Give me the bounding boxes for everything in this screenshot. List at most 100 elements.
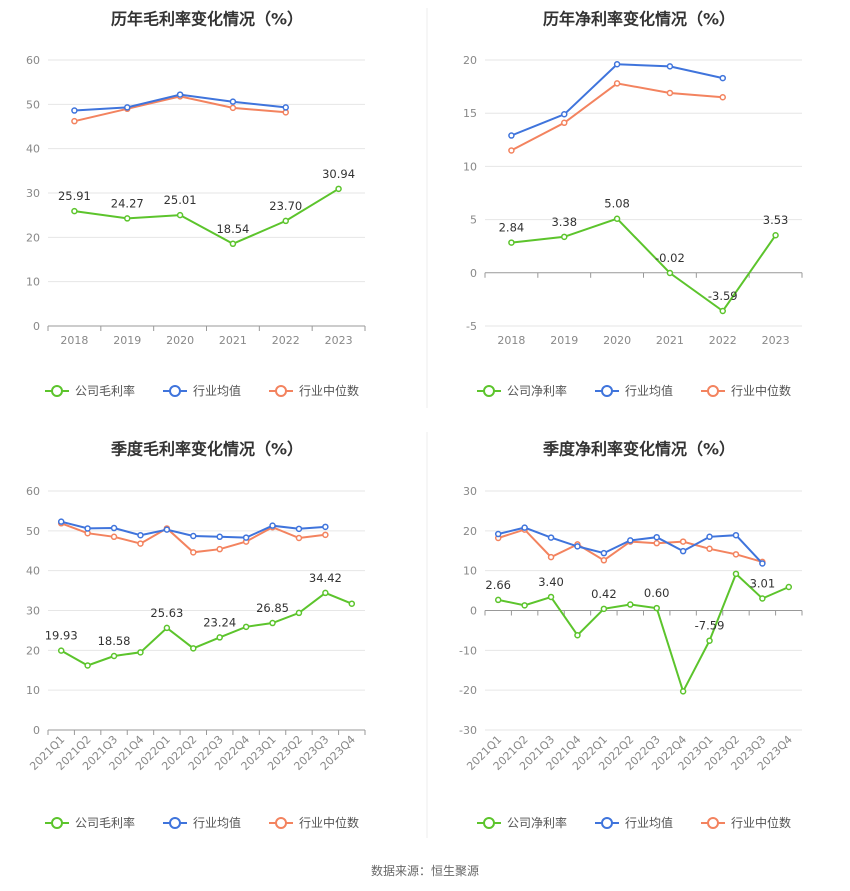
data-point-company bbox=[137, 649, 144, 656]
data-label: -7.59 bbox=[695, 619, 725, 633]
legend-item-median: 行业中位数 bbox=[269, 815, 359, 830]
data-point-company bbox=[335, 185, 342, 193]
legend-marker bbox=[601, 817, 613, 829]
data-point-avg bbox=[190, 532, 197, 540]
legend-marker bbox=[275, 817, 287, 829]
legend-item-avg: 行业均值 bbox=[595, 383, 673, 398]
x-tick-label: 2019 bbox=[550, 334, 578, 347]
data-point-avg bbox=[137, 531, 144, 539]
data-point-avg bbox=[613, 61, 621, 68]
x-tick-label: 2021 bbox=[219, 334, 247, 347]
y-tick-label: 60 bbox=[26, 485, 40, 498]
data-point-company bbox=[785, 583, 793, 591]
data-label: 18.54 bbox=[216, 222, 249, 236]
y-tick-label: 20 bbox=[463, 525, 477, 538]
legend-label: 行业均值 bbox=[625, 815, 673, 830]
data-point-avg bbox=[706, 533, 713, 541]
chart-4: 季度净利率变化情况（%）-30-20-1001020302021Q12021Q2… bbox=[459, 440, 803, 830]
data-point-company bbox=[163, 624, 171, 632]
data-point-avg bbox=[216, 533, 223, 541]
x-tick-label: 2018 bbox=[497, 334, 525, 347]
data-point-company bbox=[242, 623, 250, 631]
data-label: 0.60 bbox=[644, 586, 670, 600]
data-point-company bbox=[84, 662, 91, 669]
data-point-median bbox=[190, 549, 197, 556]
legend-label: 公司净利率 bbox=[507, 815, 567, 830]
series-line-avg bbox=[511, 63, 724, 137]
legend-label: 行业中位数 bbox=[731, 383, 791, 398]
data-label: 24.27 bbox=[111, 196, 144, 210]
data-point-company bbox=[521, 602, 528, 609]
legend-marker bbox=[483, 385, 495, 397]
data-label: 3.38 bbox=[551, 215, 577, 229]
data-point-median bbox=[613, 80, 621, 87]
legend-item-company: 公司毛利率 bbox=[45, 815, 135, 830]
legend-label: 公司净利率 bbox=[507, 383, 567, 398]
data-point-avg bbox=[666, 63, 674, 70]
data-point-median bbox=[561, 119, 568, 127]
data-point-median bbox=[600, 557, 608, 564]
data-point-company bbox=[176, 211, 184, 219]
y-tick-label: 10 bbox=[463, 160, 477, 173]
legend-marker bbox=[51, 385, 63, 397]
data-point-median bbox=[508, 147, 515, 154]
chart-title: 季度毛利率变化情况（%） bbox=[110, 440, 303, 459]
data-point-avg bbox=[269, 522, 276, 529]
legend-marker bbox=[51, 817, 63, 829]
legend-marker bbox=[601, 385, 613, 397]
data-point-median bbox=[322, 531, 329, 539]
series-line-company bbox=[60, 591, 353, 667]
data-point-median bbox=[110, 533, 118, 541]
legend-label: 公司毛利率 bbox=[75, 383, 135, 398]
legend-item-company: 公司净利率 bbox=[477, 383, 567, 398]
legend-label: 行业中位数 bbox=[299, 815, 359, 830]
data-point-avg bbox=[282, 104, 289, 111]
data-point-median bbox=[295, 534, 303, 542]
data-point-avg bbox=[653, 533, 660, 541]
legend-item-company: 公司毛利率 bbox=[45, 383, 135, 398]
data-point-company bbox=[216, 634, 223, 641]
data-point-company bbox=[494, 596, 502, 604]
chart-title: 历年毛利率变化情况（%） bbox=[111, 10, 303, 29]
data-point-company bbox=[547, 593, 555, 601]
data-point-avg bbox=[84, 525, 91, 532]
data-point-company bbox=[57, 647, 65, 654]
data-label: 3.01 bbox=[750, 577, 776, 591]
data-point-median bbox=[216, 545, 223, 553]
data-point-company bbox=[269, 619, 276, 627]
legend-label: 行业中位数 bbox=[731, 815, 791, 830]
data-point-avg bbox=[322, 523, 329, 531]
data-label: 0.42 bbox=[591, 587, 617, 601]
data-point-avg bbox=[561, 111, 568, 118]
data-point-company bbox=[759, 595, 766, 602]
y-tick-label: 20 bbox=[26, 644, 40, 657]
legend-label: 行业中位数 bbox=[299, 383, 359, 398]
series-line-company bbox=[511, 217, 777, 313]
data-point-median bbox=[653, 539, 660, 547]
data-point-company bbox=[613, 215, 621, 222]
data-source-note: 数据来源：恒生聚源 bbox=[370, 864, 479, 878]
y-tick-label: 20 bbox=[463, 54, 477, 67]
legend-label: 行业均值 bbox=[193, 815, 241, 830]
legend-marker bbox=[169, 817, 181, 829]
data-label: 2.66 bbox=[485, 578, 511, 592]
legend-item-median: 行业中位数 bbox=[701, 815, 791, 830]
y-tick-label: -30 bbox=[459, 724, 477, 737]
data-point-avg bbox=[242, 534, 250, 541]
data-label: 25.63 bbox=[150, 606, 183, 620]
data-point-avg bbox=[547, 534, 555, 541]
y-tick-label: 20 bbox=[26, 231, 40, 244]
legend-marker bbox=[169, 385, 181, 397]
data-point-company bbox=[679, 688, 687, 695]
x-tick-label: 2018 bbox=[60, 334, 88, 347]
data-point-avg bbox=[494, 530, 502, 538]
data-point-median bbox=[229, 104, 237, 112]
data-point-avg bbox=[110, 524, 118, 532]
data-point-company bbox=[124, 215, 131, 222]
data-label: 18.58 bbox=[98, 634, 131, 648]
data-point-median bbox=[706, 545, 713, 553]
data-point-avg bbox=[57, 518, 65, 525]
data-point-company bbox=[600, 605, 608, 613]
legend-marker bbox=[483, 817, 495, 829]
data-point-company bbox=[190, 645, 197, 652]
